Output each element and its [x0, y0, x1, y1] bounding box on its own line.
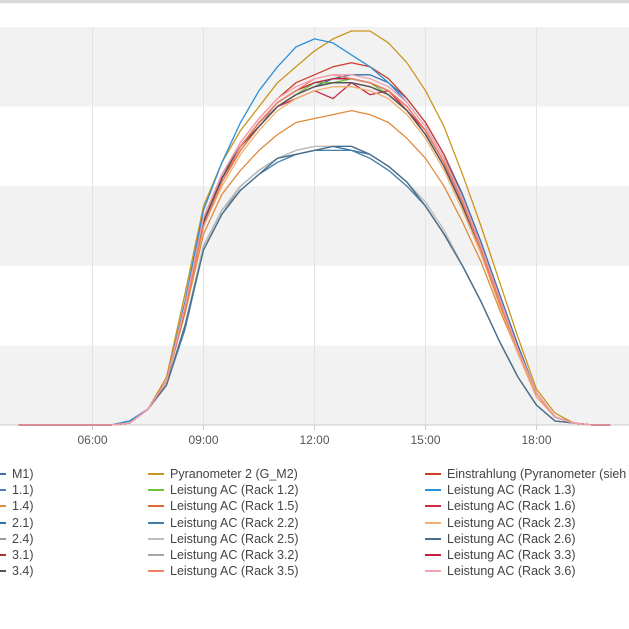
top-border-shadow [0, 3, 629, 4]
legend-swatch [425, 521, 441, 524]
legend-label: 2.1) [12, 515, 34, 530]
legend-label: Leistung AC (Rack 3.2) [170, 548, 299, 562]
legend-swatch [425, 554, 441, 556]
legend-swatch [425, 473, 441, 475]
legend-item[interactable]: Leistung AC (Rack 2.3) [425, 515, 576, 531]
legend-label: Leistung AC (Rack 2.2) [170, 515, 299, 530]
legend-swatch [148, 473, 164, 475]
legend-swatch [0, 554, 6, 556]
legend-swatch [425, 537, 441, 540]
legend-label: Leistung AC (Rack 1.3) [447, 483, 576, 498]
x-tick-label: 15:00 [410, 433, 440, 447]
legend-item[interactable]: 3.4) [0, 563, 34, 579]
legend-label: Leistung AC (Rack 3.3) [447, 548, 576, 562]
legend-swatch [148, 521, 164, 524]
legend-item[interactable]: Pyranometer 2 (G_M2) [148, 466, 298, 482]
line-chart: 06:00 09:00 12:00 15:00 18:00 [0, 27, 629, 447]
legend-swatch [0, 521, 6, 524]
legend-label: Leistung AC (Rack 1.2) [170, 483, 299, 498]
top-border [0, 0, 629, 3]
legend-item[interactable]: 1.4) [0, 498, 34, 514]
legend-swatch [148, 554, 164, 556]
legend-item[interactable]: Leistung AC (Rack 1.3) [425, 482, 576, 498]
legend-label: 3.4) [12, 564, 34, 579]
legend-item[interactable]: Leistung AC (Rack 1.5) [148, 498, 299, 514]
legend-swatch [148, 570, 164, 573]
legend-label: 1.4) [12, 499, 34, 514]
legend-item[interactable]: 2.4) [0, 531, 34, 547]
legend-label: Pyranometer 2 (G_M2) [170, 467, 298, 481]
x-tick-label: 06:00 [77, 433, 107, 447]
legend-label: Leistung AC (Rack 1.5) [170, 499, 299, 514]
x-tick-label: 18:00 [521, 433, 551, 447]
legend-label: M1) [12, 467, 34, 481]
legend-item[interactable]: Leistung AC (Rack 3.3) [425, 547, 576, 563]
legend-swatch [0, 570, 6, 573]
legend-swatch [0, 473, 6, 475]
legend-item[interactable]: Leistung AC (Rack 2.5) [148, 531, 299, 547]
legend-item[interactable]: 1.1) [0, 482, 34, 498]
legend-swatch [0, 489, 6, 492]
legend-item[interactable]: 3.1) [0, 547, 34, 563]
legend-item[interactable]: Leistung AC (Rack 2.2) [148, 515, 299, 531]
legend-label: 2.4) [12, 531, 34, 546]
legend-swatch [0, 537, 6, 540]
legend-label: Einstrahlung (Pyranometer (sieh [447, 467, 627, 481]
legend-label: 1.1) [12, 483, 34, 498]
legend-item[interactable]: Leistung AC (Rack 3.2) [148, 547, 299, 563]
legend-swatch [148, 537, 164, 540]
legend-label: Leistung AC (Rack 1.6) [447, 499, 576, 514]
legend-item[interactable]: Leistung AC (Rack 2.6) [425, 531, 576, 547]
series-line-20[interactable] [18, 74, 611, 426]
legend-label: Leistung AC (Rack 3.5) [170, 564, 299, 579]
legend-swatch [0, 505, 6, 508]
chart-legend: M1) Pyranometer 2 (G_M2) Einstrahlung (Pyr… [0, 466, 629, 586]
legend-item[interactable]: Leistung AC (Rack 1.2) [148, 482, 299, 498]
legend-item[interactable]: Leistung AC (Rack 3.6) [425, 563, 576, 579]
x-tick-label: 09:00 [188, 433, 218, 447]
legend-label: Leistung AC (Rack 2.5) [170, 531, 299, 546]
legend-item[interactable]: M1) [0, 466, 34, 482]
legend-item[interactable]: Leistung AC (Rack 1.6) [425, 498, 576, 514]
legend-label: 3.1) [12, 548, 34, 562]
legend-item[interactable]: Einstrahlung (Pyranometer (sieh [425, 466, 626, 482]
legend-swatch [425, 570, 441, 573]
legend-label: Leistung AC (Rack 2.3) [447, 515, 576, 530]
legend-swatch [425, 505, 441, 508]
x-tick-label: 12:00 [299, 433, 329, 447]
legend-swatch [425, 489, 441, 492]
legend-item[interactable]: Leistung AC (Rack 3.5) [148, 563, 299, 579]
legend-swatch [148, 505, 164, 508]
legend-swatch [148, 489, 164, 492]
legend-label: Leistung AC (Rack 3.6) [447, 564, 576, 579]
legend-item[interactable]: 2.1) [0, 515, 34, 531]
legend-label: Leistung AC (Rack 2.6) [447, 531, 576, 546]
